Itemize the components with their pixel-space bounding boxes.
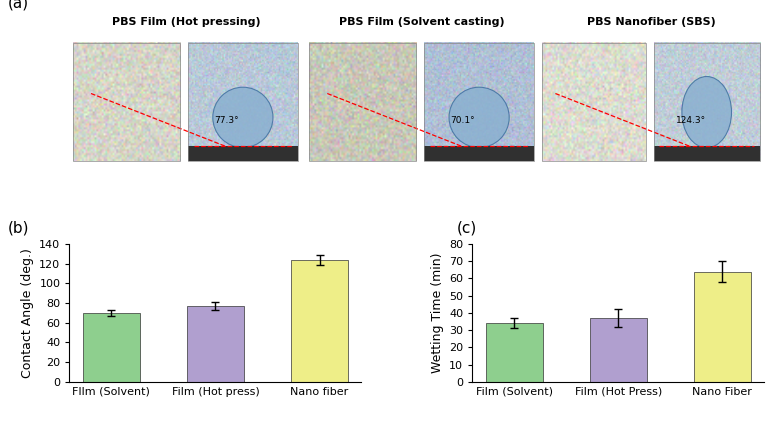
Y-axis label: Wetting Time (min): Wetting Time (min) bbox=[431, 253, 444, 373]
Bar bbox=[486, 323, 543, 382]
Bar bbox=[425, 43, 533, 161]
Bar bbox=[188, 146, 297, 161]
Bar bbox=[188, 147, 297, 161]
Bar bbox=[590, 318, 647, 382]
Ellipse shape bbox=[213, 87, 273, 148]
Text: 124.3°: 124.3° bbox=[676, 116, 706, 125]
Text: 70.1°: 70.1° bbox=[450, 116, 475, 125]
Text: (b): (b) bbox=[8, 221, 29, 236]
Bar bbox=[73, 43, 180, 161]
Text: PBS Film (Solvent casting): PBS Film (Solvent casting) bbox=[339, 18, 505, 27]
Bar bbox=[425, 146, 533, 161]
Bar bbox=[187, 306, 244, 382]
Bar bbox=[542, 43, 646, 161]
Text: PBS Film (Hot pressing): PBS Film (Hot pressing) bbox=[111, 18, 260, 27]
Bar bbox=[654, 146, 760, 161]
Text: (a): (a) bbox=[8, 0, 29, 11]
Bar bbox=[694, 272, 751, 382]
Ellipse shape bbox=[449, 87, 510, 148]
Bar bbox=[654, 147, 760, 161]
Y-axis label: Contact Angle (deg.): Contact Angle (deg.) bbox=[21, 248, 34, 378]
Ellipse shape bbox=[682, 76, 732, 148]
Bar bbox=[188, 43, 297, 161]
Text: (c): (c) bbox=[457, 221, 477, 236]
Bar bbox=[425, 147, 533, 161]
Text: 77.3°: 77.3° bbox=[214, 116, 239, 125]
Text: PBS Nanofiber (SBS): PBS Nanofiber (SBS) bbox=[587, 18, 716, 27]
Bar bbox=[83, 313, 140, 382]
Bar bbox=[654, 43, 760, 161]
Bar bbox=[291, 260, 348, 382]
Bar bbox=[310, 43, 416, 161]
